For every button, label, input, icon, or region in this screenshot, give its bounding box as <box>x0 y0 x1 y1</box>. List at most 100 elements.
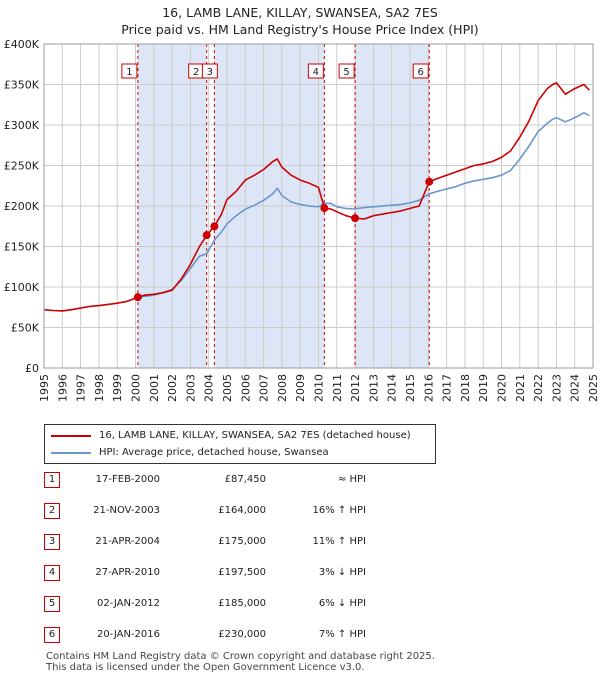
sale-point <box>425 177 434 186</box>
x-tick-label: 2013 <box>367 374 380 402</box>
x-tick-label: 2017 <box>441 374 454 402</box>
x-tick-label: 2024 <box>569 374 582 402</box>
sale-date: 02-JAN-2012 <box>96 598 160 609</box>
x-tick-label: 1996 <box>56 374 69 402</box>
sale-date: 21-NOV-2003 <box>93 505 160 516</box>
footer: Contains HM Land Registry data © Crown c… <box>46 651 435 673</box>
sale-row: 5 02-JAN-2012 £185,000 6% ↓ HPI <box>44 596 564 616</box>
y-tick-label: £0 <box>25 362 39 375</box>
sale-hpi-relation: 16% ↑ HPI <box>312 505 366 516</box>
y-tick-label: £250K <box>4 160 40 173</box>
plot-frame <box>43 43 594 369</box>
x-tick-label: 1995 <box>38 374 51 402</box>
sale-number: 1 <box>44 472 60 488</box>
sale-date: 17-FEB-2000 <box>95 474 160 485</box>
y-tick-label: £50K <box>11 322 40 335</box>
sale-vertical-lines <box>137 44 430 368</box>
chart-title: 16, LAMB LANE, KILLAY, SWANSEA, SA2 7ES … <box>0 4 600 38</box>
sale-point <box>202 231 211 240</box>
sale-price: £197,500 <box>218 567 266 578</box>
x-tick-label: 2001 <box>148 374 161 402</box>
x-tick-label: 2004 <box>203 374 216 402</box>
sale-marker: 6 <box>412 63 429 79</box>
hpi-line <box>137 112 590 298</box>
sale-hpi-relation: 6% ↓ HPI <box>318 598 366 609</box>
x-tick-label: 2007 <box>258 374 271 402</box>
x-tick-label: 2019 <box>477 374 490 402</box>
series-lines <box>43 82 590 312</box>
sale-price: £175,000 <box>218 536 266 547</box>
sale-marker: 4 <box>307 63 324 79</box>
sale-marker-label: 5 <box>343 67 349 78</box>
sale-number: 6 <box>44 627 60 643</box>
sale-marker-box <box>338 63 355 79</box>
sale-marker: 1 <box>121 63 138 79</box>
sale-number: 4 <box>44 565 60 581</box>
x-tick-label: 2016 <box>422 374 435 402</box>
x-tick-label: 2009 <box>294 374 307 402</box>
sale-point <box>320 204 329 213</box>
sale-hpi-relation: 7% ↑ HPI <box>318 629 366 640</box>
sale-date: 21-APR-2004 <box>95 536 160 547</box>
sale-marker-box <box>121 63 138 79</box>
sale-hpi-relation: ≈ HPI <box>337 474 366 485</box>
sale-price: £164,000 <box>218 505 266 516</box>
x-tick-label: 2002 <box>166 374 179 402</box>
sale-marker-box <box>307 63 324 79</box>
sale-points <box>133 177 434 302</box>
sale-row: 1 17-FEB-2000 £87,450 ≈ HPI <box>44 472 564 492</box>
sale-row: 4 27-APR-2010 £197,500 3% ↓ HPI <box>44 565 564 585</box>
footer-copyright: Contains HM Land Registry data © Crown c… <box>46 651 435 662</box>
x-tick-label: 2003 <box>184 374 197 402</box>
sale-marker: 3 <box>201 63 218 79</box>
y-tick-label: £200K <box>4 200 40 213</box>
sale-marker-box <box>412 63 429 79</box>
sale-point <box>210 222 219 231</box>
sale-price: £230,000 <box>218 629 266 640</box>
x-tick-label: 1999 <box>111 374 124 402</box>
x-tick-label: 2022 <box>532 374 545 402</box>
x-tick-label: 2021 <box>514 374 527 402</box>
sale-marker-label: 6 <box>418 67 424 78</box>
legend-swatch-property <box>51 435 91 437</box>
chart-title-line-2: Price paid vs. HM Land Registry's House … <box>121 22 479 37</box>
legend-label-property: 16, LAMB LANE, KILLAY, SWANSEA, SA2 7ES … <box>99 430 411 441</box>
sale-point <box>133 293 142 302</box>
sale-marker: 5 <box>338 63 355 79</box>
x-tick-label: 2008 <box>276 374 289 402</box>
chart-title-line-1: 16, LAMB LANE, KILLAY, SWANSEA, SA2 7ES <box>162 5 438 20</box>
y-tick-label: £400K <box>4 38 40 51</box>
legend: 16, LAMB LANE, KILLAY, SWANSEA, SA2 7ES … <box>44 424 436 464</box>
sale-date: 27-APR-2010 <box>95 567 160 578</box>
property-price-line <box>43 82 590 312</box>
x-tick-label: 2005 <box>221 374 234 402</box>
sale-point <box>351 214 360 223</box>
sale-marker-label: 4 <box>313 67 319 78</box>
sale-number: 5 <box>44 596 60 612</box>
x-tick-label: 2018 <box>459 374 472 402</box>
x-tick-label: 2010 <box>313 374 326 402</box>
sale-marker-label: 2 <box>193 67 199 78</box>
x-tick-label: 2014 <box>386 374 399 402</box>
sale-marker: 2 <box>188 63 205 79</box>
sale-number: 3 <box>44 534 60 550</box>
sale-row: 3 21-APR-2004 £175,000 11% ↑ HPI <box>44 534 564 554</box>
x-tick-label: 2000 <box>130 374 143 402</box>
sale-row: 2 21-NOV-2003 £164,000 16% ↑ HPI <box>44 503 564 523</box>
sale-marker-box <box>201 63 218 79</box>
legend-swatch-hpi <box>51 452 91 454</box>
sale-price: £185,000 <box>218 598 266 609</box>
y-tick-label: £350K <box>4 79 40 92</box>
x-tick-label: 1997 <box>75 374 88 402</box>
x-tick-label: 2006 <box>239 374 252 402</box>
x-tick-label: 2011 <box>331 374 344 402</box>
sale-date: 20-JAN-2016 <box>96 629 160 640</box>
y-tick-label: £300K <box>4 119 40 132</box>
sale-hpi-relation: 3% ↓ HPI <box>318 567 366 578</box>
x-tick-label: 2015 <box>404 374 417 402</box>
legend-label-hpi: HPI: Average price, detached house, Swan… <box>99 447 329 458</box>
sale-marker-label: 3 <box>207 67 213 78</box>
sale-marker-label: 1 <box>126 67 132 78</box>
